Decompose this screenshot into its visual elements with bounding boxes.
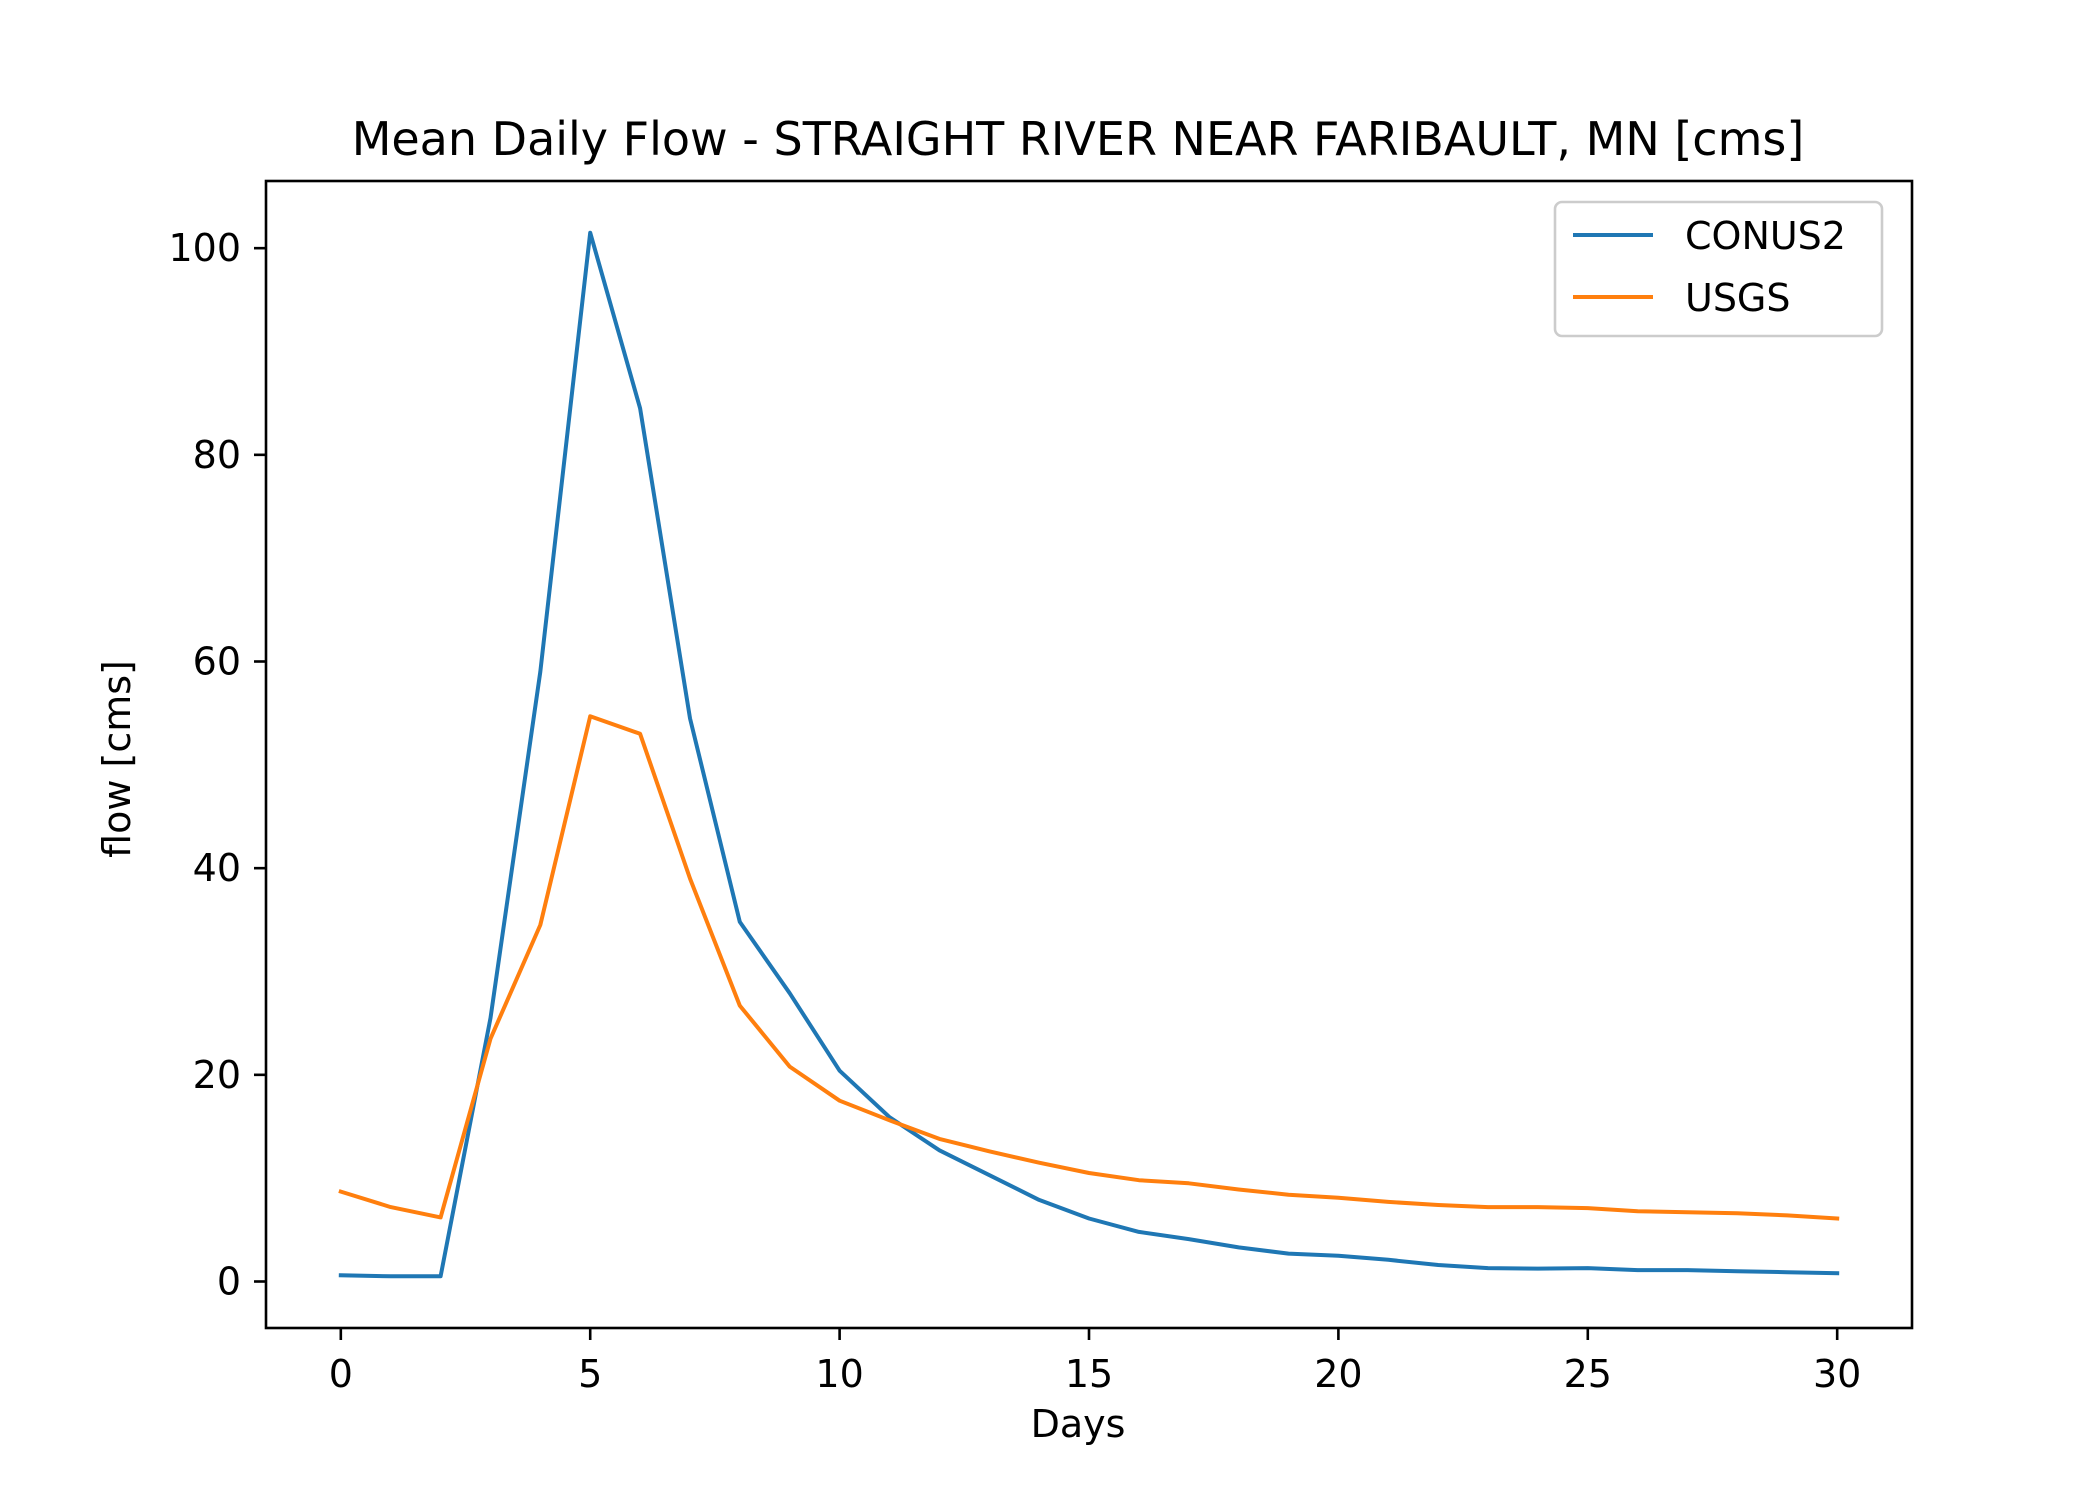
x-tick-label: 15 bbox=[1065, 1352, 1113, 1396]
chart-title: Mean Daily Flow - STRAIGHT RIVER NEAR FA… bbox=[352, 112, 1805, 166]
legend: CONUS2 USGS bbox=[1553, 200, 1884, 338]
y-tick-label: 80 bbox=[193, 433, 241, 477]
y-axis: 0 20 40 60 80 100 bbox=[168, 226, 266, 1304]
x-tick-label: 10 bbox=[815, 1352, 863, 1396]
legend-label-conus2: CONUS2 bbox=[1685, 214, 1846, 258]
y-axis-title: flow [cms] bbox=[95, 660, 139, 858]
series-layer bbox=[338, 230, 1840, 1279]
y-tick-label: 20 bbox=[193, 1053, 241, 1097]
x-tick-label: 30 bbox=[1813, 1352, 1861, 1396]
x-axis: 0 5 10 15 20 25 30 bbox=[329, 1328, 1861, 1396]
y-tick-label: 60 bbox=[193, 640, 241, 684]
series-line-conus2 bbox=[338, 230, 1840, 1279]
series-line-usgs bbox=[338, 714, 1840, 1221]
x-axis-title: Days bbox=[1031, 1402, 1126, 1446]
y-tick-label: 40 bbox=[193, 846, 241, 890]
y-tick-label: 0 bbox=[217, 1260, 241, 1304]
x-tick-label: 5 bbox=[578, 1352, 602, 1396]
x-tick-label: 20 bbox=[1314, 1352, 1362, 1396]
y-tick-label: 100 bbox=[168, 226, 241, 270]
x-tick-label: 25 bbox=[1564, 1352, 1612, 1396]
legend-label-usgs: USGS bbox=[1685, 276, 1791, 320]
x-tick-label: 0 bbox=[329, 1352, 353, 1396]
